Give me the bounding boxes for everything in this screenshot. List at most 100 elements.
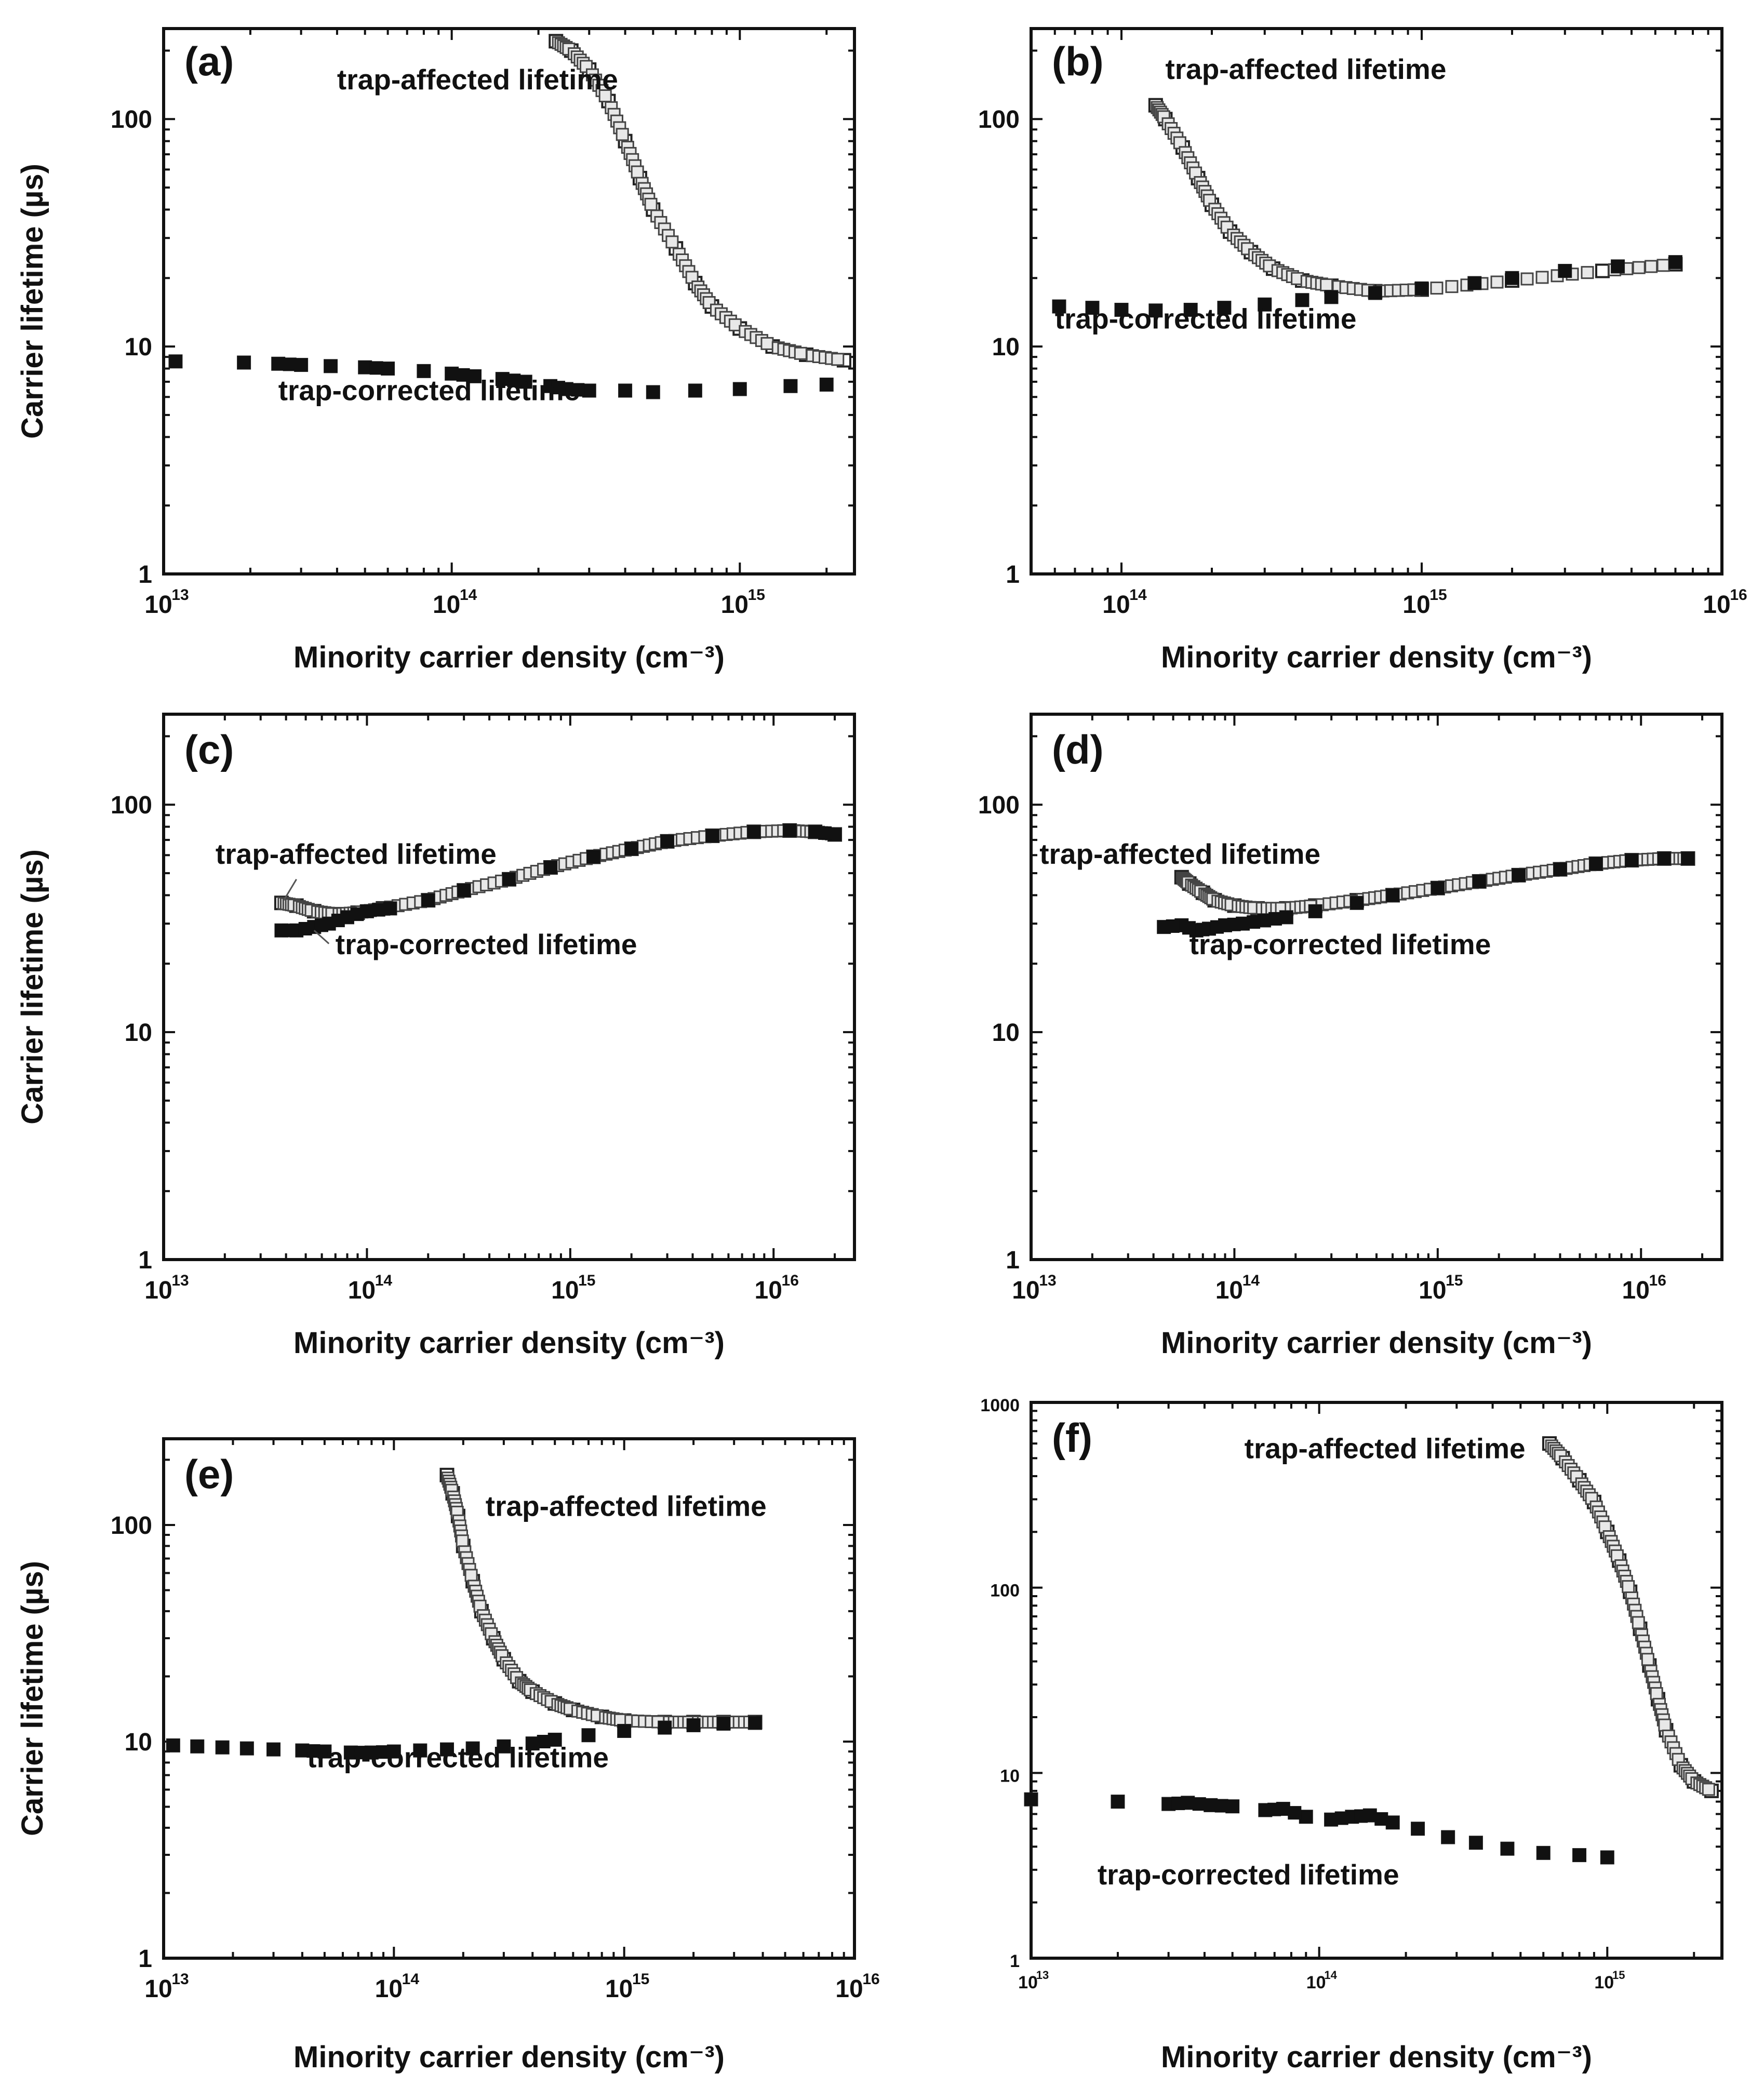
data-point [497,1739,511,1754]
data-point-interp [1535,271,1549,284]
series-annotation: trap-affected lifetime [1165,53,1446,85]
y-tick-label: 10 [125,1019,152,1047]
data-point-interp [456,1534,469,1548]
data-point-interp [371,903,385,917]
data-point [445,366,459,381]
data-point [1295,293,1309,307]
x-tick-label: 10 [605,1975,633,2003]
x-tick-exponent: 15 [1612,1969,1625,1982]
data-point-interp [1632,1616,1645,1629]
data-point-interp [1581,266,1594,279]
data-point [646,385,660,399]
y-axis-label: Carrier lifetime (µs) [16,1561,49,1836]
data-point-interp [551,381,565,395]
x-tick-label: 10 [144,1277,172,1304]
data-point-interp [1166,919,1180,933]
data-point [819,377,834,392]
data-point [1385,888,1400,902]
data-point [271,356,286,371]
y-tick-label: 100 [111,1512,152,1540]
data-point-interp [1632,261,1646,274]
x-tick-label: 10 [1419,1277,1446,1304]
data-point [1324,290,1339,304]
plot-frame-d [1030,713,1723,1261]
x-axis-label: Minority carrier density (cm⁻³) [293,640,725,674]
data-point [1600,1850,1614,1865]
data-point-interp [631,165,644,179]
x-tick-label: 10 [1215,1277,1243,1304]
data-point [660,834,675,849]
data-point [1500,1841,1515,1856]
data-point [1411,1822,1425,1836]
data-point [1385,1815,1400,1830]
data-point-interp [1334,1811,1348,1825]
y-axis-label: Carrier lifetime (µs) [16,849,49,1125]
data-point [1468,1836,1483,1850]
series-annotation: trap-affected lifetime [1245,1432,1526,1464]
y-tick-label: 1 [1010,1951,1020,1971]
data-point-interp [1182,921,1196,935]
data-point-interp [644,197,658,211]
series-trap-corrected [1052,255,1682,318]
annotation-leader-line [313,930,330,944]
data-point [1588,857,1603,871]
data-point [617,1723,632,1738]
x-tick-label: 10 [144,1975,172,2003]
data-point-interp [665,235,679,249]
data-point-interp [1288,1806,1302,1820]
x-tick-label: 10 [1306,1973,1326,1992]
data-point [439,1742,454,1757]
x-axis-label: Minority carrier density (cm⁻³) [293,2040,725,2074]
series-trap-corrected [168,354,834,399]
data-point [581,1728,596,1743]
x-tick-exponent: 14 [460,586,477,604]
x-tick-label: 10 [375,1975,403,2003]
data-point [1148,303,1163,318]
data-point [1441,1830,1455,1844]
data-point [1553,862,1567,877]
data-point-interp [818,826,832,840]
x-tick-exponent: 15 [578,1272,595,1289]
x-tick-label: 10 [721,591,749,619]
x-tick-label: 10 [144,591,172,619]
data-point [294,358,309,372]
data-point [465,1741,480,1756]
y-tick-label: 100 [111,792,152,819]
series-annotation: trap-corrected lifetime [307,1742,609,1774]
x-tick-exponent: 14 [1129,586,1147,604]
plot-frame-b [1030,27,1723,576]
data-point [168,354,183,369]
x-tick-label: 10 [1012,1277,1039,1304]
x-tick-label: 10 [1402,591,1430,619]
data-point [381,362,395,376]
data-point-interp [369,361,383,375]
y-tick-label: 10 [1000,1766,1020,1786]
x-tick-label: 10 [551,1277,579,1304]
x-tick-exponent: 13 [171,586,189,604]
y-tick-label: 1 [1006,1247,1020,1274]
x-tick-label: 10 [1018,1973,1038,1992]
x-tick-label: 10 [1622,1277,1650,1304]
data-point [215,1740,230,1755]
data-point-interp [760,337,774,350]
data-point-interp [331,914,345,928]
data-point-interp [1641,1653,1654,1666]
series-trap-corrected [166,1716,763,1760]
y-tick-label: 10 [992,333,1020,361]
series-annotation: trap-affected lifetime [337,63,618,96]
data-point-interp [1192,1797,1206,1811]
x-tick-exponent: 16 [1730,586,1747,604]
plot-frame-a [162,27,856,576]
x-tick-exponent: 14 [402,1971,420,1988]
data-point-interp [1214,1799,1228,1813]
data-point-interp [1267,1802,1281,1816]
data-point [705,828,719,843]
data-point-interp [537,1735,551,1749]
x-tick-label: 10 [1594,1973,1614,1992]
data-point [457,883,471,898]
data-point [732,382,747,396]
data-point-interp [1247,915,1261,929]
